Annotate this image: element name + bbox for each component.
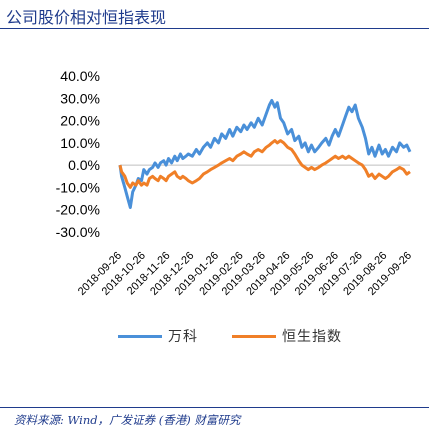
series-lines	[118, 99, 412, 209]
legend: 万科 恒生指数	[0, 326, 429, 354]
y-tick-label: -10.0%	[56, 179, 100, 195]
line-chart: 40.0% 30.0% 20.0% 10.0% 0.0% -10.0% -20.0% -30.…	[56, 68, 414, 298]
legend-label-vanke: 万科	[168, 329, 198, 345]
chart-title: 公司股价相对恒指表现	[6, 8, 167, 27]
legend-swatch-hsi	[232, 334, 276, 338]
y-tick-label: 20.0%	[60, 113, 100, 129]
source-note: 资料来源: Wind，广发证券 (香港) 财富研究	[14, 413, 241, 427]
y-tick-label: 30.0%	[60, 90, 100, 106]
y-tick-label: 10.0%	[60, 135, 100, 151]
series-line-vanke	[118, 99, 412, 209]
x-axis: 2018-09-262018-10-262018-11-262018-12-26…	[76, 250, 414, 298]
title-underline	[0, 28, 429, 29]
y-tick-label: 0.0%	[68, 157, 100, 173]
y-tick-label: 40.0%	[60, 68, 100, 84]
y-axis: 40.0% 30.0% 20.0% 10.0% 0.0% -10.0% -20.0% -30.…	[56, 68, 100, 240]
footer-rule	[0, 407, 429, 408]
series-line-hsi	[118, 139, 411, 189]
y-tick-label: -30.0%	[56, 224, 100, 240]
y-tick-label: -20.0%	[56, 202, 100, 218]
legend-swatch-vanke	[118, 334, 162, 338]
legend-item-hsi: 恒生指数	[232, 326, 342, 346]
legend-item-vanke: 万科	[118, 326, 198, 346]
legend-label-hsi: 恒生指数	[282, 329, 342, 345]
